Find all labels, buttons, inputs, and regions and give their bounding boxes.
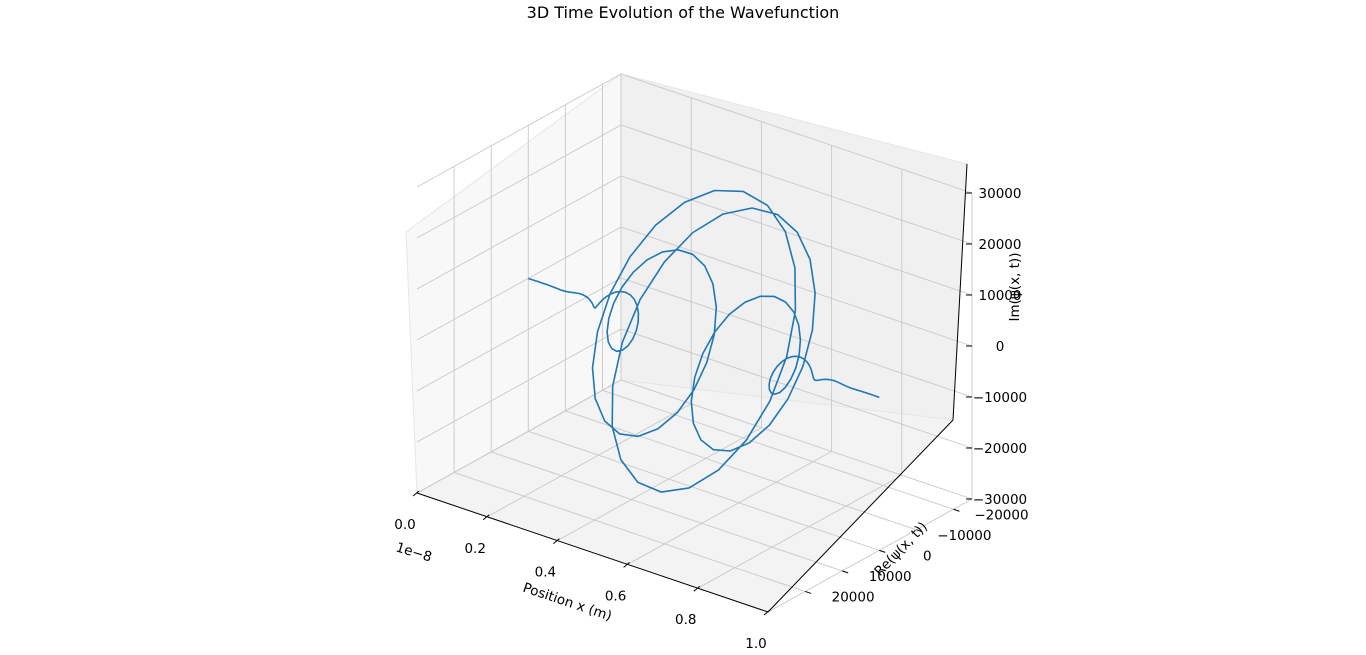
x-tick-label-3: 0.6 [605, 588, 626, 604]
chart-title: 3D Time Evolution of the Wavefunction [527, 3, 840, 22]
x-tick-label-1: 0.2 [464, 541, 485, 557]
y-ticks: −20000 −10000 0 10000 20000 [804, 507, 1029, 605]
wavefunction-series-line [528, 189, 880, 493]
back-pane-y [620, 73, 968, 421]
z-ticks: −30000 −20000 −10000 0 10000 20000 30000 [966, 186, 1027, 508]
z-grid-back-0 [620, 379, 973, 500]
z-grid-left-5 [416, 124, 622, 239]
x-tick-label-0: 0.0 [394, 517, 415, 533]
x-grid-floor-5 [767, 498, 973, 613]
z-grid-left-1 [416, 328, 622, 443]
x-tick-mark-5 [763, 609, 771, 616]
y-grid-floor-0 [602, 389, 954, 510]
z-grid-back-4 [620, 175, 973, 296]
y-grid-floor-2 [528, 430, 880, 551]
x-grid-floor-1 [486, 403, 692, 518]
x-tick-mark-2 [553, 538, 560, 544]
z-grid-back-6 [620, 73, 973, 194]
x-tick-mark-3 [623, 562, 630, 568]
z-tick-label-2: −10000 [973, 390, 1027, 406]
z-tick-label-6: 30000 [979, 186, 1022, 202]
z-axis-label: Im(ψ(x, t)) [1007, 253, 1023, 322]
y-tick-label-2: 0 [923, 548, 932, 564]
x-tick-label-2: 0.4 [535, 565, 556, 581]
axes-panes [405, 73, 968, 613]
z-grid-left-6 [416, 73, 622, 188]
x-grid-floor-4 [697, 474, 903, 589]
x-tick-mark-4 [693, 585, 701, 592]
z-grid-back-2 [620, 277, 973, 398]
y-tick-mark-3 [842, 570, 849, 574]
z-axis-line [952, 163, 968, 421]
z-grid-back-5 [620, 124, 973, 245]
z-tick-label-4: 10000 [979, 288, 1022, 304]
y-tick-mark-2 [879, 549, 886, 553]
z-grid-left-0 [416, 379, 622, 494]
y-grid-floor-4 [453, 472, 806, 592]
y-tick-label-1: −10000 [937, 528, 991, 544]
z-tick-label-5: 20000 [979, 237, 1022, 253]
z-grid-left-4 [416, 175, 622, 290]
x-tick-mark-1 [482, 514, 490, 521]
x-grid-floor-2 [557, 427, 762, 541]
y-tick-label-4: 20000 [832, 589, 875, 605]
z-tick-label-3: 0 [996, 339, 1005, 355]
y-tick-mark-1 [916, 529, 923, 533]
y-tick-label-3: 10000 [869, 569, 912, 585]
grid-lines [416, 73, 973, 613]
y-tick-mark-0 [953, 508, 960, 512]
y-tick-label-0: −20000 [974, 507, 1028, 523]
z-grid-left-3 [416, 226, 622, 341]
x-tick-mark-0 [412, 490, 420, 497]
x-grid-floor-3 [627, 451, 832, 565]
y-tick-mark-4 [804, 590, 812, 594]
x-axis-label: Position x (m) [521, 580, 614, 625]
x-axis-line [416, 492, 769, 613]
y-axis-line [767, 419, 954, 613]
x-tick-label-4: 0.8 [675, 612, 696, 628]
x-tick-label-5: 1.0 [745, 636, 766, 652]
y-grid-floor-3 [491, 451, 843, 572]
axis-lines [416, 163, 968, 613]
x-offset-label: 1e−8 [394, 540, 434, 566]
z-tick-label-0: −30000 [973, 492, 1027, 508]
y-grid-floor-1 [565, 410, 917, 531]
z-grid-back-1 [620, 328, 973, 449]
x-ticks: 0.0 0.2 0.4 0.6 0.8 1.0 [394, 490, 771, 652]
z-tick-label-1: −20000 [973, 441, 1027, 457]
